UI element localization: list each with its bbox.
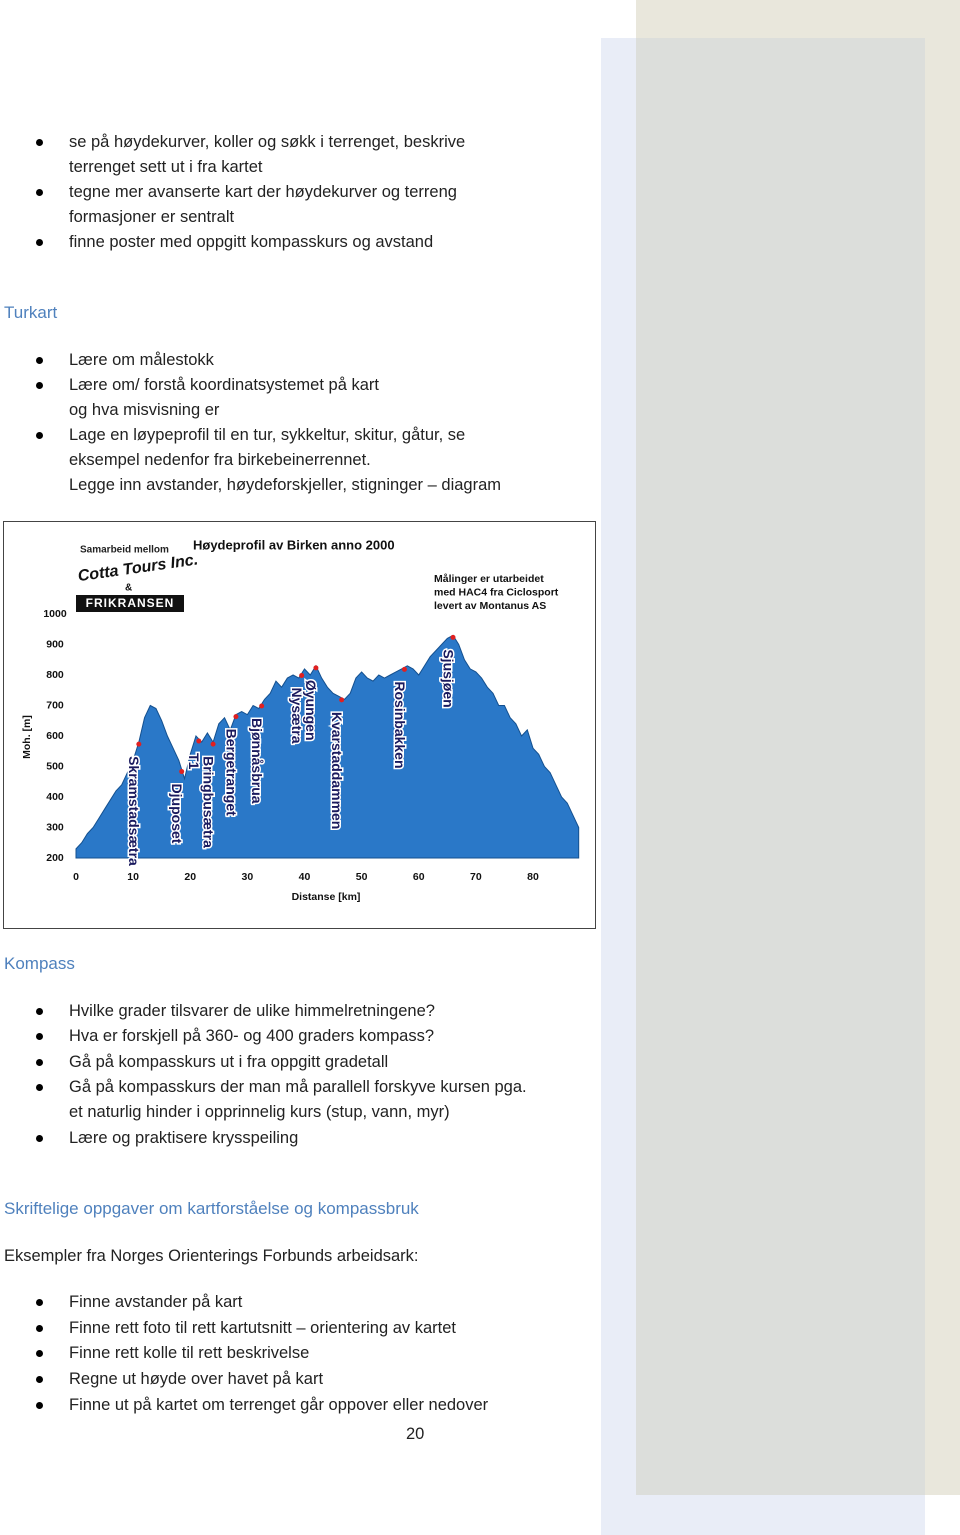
y-tick-label: 500 xyxy=(46,760,64,772)
bullet xyxy=(36,139,43,146)
list-line: Finne avstander på kart xyxy=(69,1293,243,1311)
place-marker xyxy=(339,697,345,703)
credit: & xyxy=(125,583,132,594)
section-heading: Skriftelige oppgaver om kartforståelse o… xyxy=(4,1199,419,1218)
place-marker xyxy=(401,666,407,672)
x-tick-label: 70 xyxy=(470,871,482,883)
list-line: terrenget sett ut i fra kartet xyxy=(69,158,263,176)
place-label: Bringbusætra xyxy=(200,756,216,848)
place-marker xyxy=(299,672,305,678)
bullet xyxy=(36,1376,43,1384)
bullet xyxy=(36,1350,43,1358)
place-label: Nysætra xyxy=(289,687,305,743)
place-marker xyxy=(210,741,216,747)
place-label: Bergetranget xyxy=(223,729,239,816)
place-label: Øyungen xyxy=(303,680,319,741)
place-marker xyxy=(259,703,265,709)
list-line: og hva misvisning er xyxy=(69,401,220,419)
bullet xyxy=(36,382,43,389)
note: med HAC4 fra Ciclosport xyxy=(434,586,559,598)
bullet xyxy=(36,1324,43,1332)
place-label: Skramstadsætra xyxy=(126,756,142,866)
list-line: et naturlig hinder i opprinnelig kurs (s… xyxy=(69,1103,450,1122)
list-line: Lage en løypeprofil til en tur, sykkeltu… xyxy=(69,426,466,444)
y-tick-label: 800 xyxy=(46,669,64,681)
list-line: Lære om/ forstå koordinatsystemet på kar… xyxy=(69,376,379,394)
list-line: Gå på kompasskurs ut i fra oppgitt grade… xyxy=(69,1052,389,1071)
list-line: Finne rett foto til rett kartutsnitt – o… xyxy=(69,1318,457,1337)
credit-logo: FRIKRANSEN xyxy=(86,596,175,610)
place-marker xyxy=(196,738,202,744)
bullet xyxy=(36,357,43,364)
y-tick-label: 400 xyxy=(46,791,64,803)
bullet xyxy=(36,239,43,246)
x-tick-label: 10 xyxy=(127,871,139,883)
bullet xyxy=(36,1134,43,1142)
x-tick-label: 50 xyxy=(356,871,368,883)
list-line: tegne mer avanserte kart der høydekurver… xyxy=(69,183,457,201)
y-tick-label: 200 xyxy=(46,852,64,864)
list-line: finne poster med oppgitt kompasskurs og … xyxy=(69,233,434,251)
x-tick-label: 0 xyxy=(73,871,79,883)
list-line: Lære og praktisere krysspeiling xyxy=(69,1128,299,1147)
logo-box xyxy=(76,595,184,612)
x-tick-label: 80 xyxy=(527,871,539,883)
y-tick-label: 600 xyxy=(46,730,64,742)
list-line: Finne rett kolle til rett beskrivelse xyxy=(69,1344,310,1363)
chart-title: Høydeprofil av Birken anno 2000 xyxy=(193,537,395,552)
list-line: formasjoner er sentralt xyxy=(69,208,235,226)
place-marker xyxy=(136,741,142,747)
list-line: Regne ut høyde over havet på kart xyxy=(69,1370,324,1389)
paragraph: Eksempler fra Norges Orienterings Forbun… xyxy=(4,1247,419,1265)
note: Målinger er utarbeidet xyxy=(434,573,544,585)
page-number: 20 xyxy=(406,1425,425,1443)
credit: Samarbeid mellom xyxy=(80,545,169,556)
bullet xyxy=(36,189,43,196)
list-line: Hvilke grader tilsvarer de ulike himmelr… xyxy=(69,1002,435,1020)
place-label: Sjusjøen xyxy=(440,649,456,707)
y-tick-label: 300 xyxy=(46,821,64,833)
place-label: Bjønnåsbrua xyxy=(249,718,265,804)
elevation-area xyxy=(75,634,580,859)
place-marker xyxy=(179,769,185,775)
bullet xyxy=(36,1299,43,1306)
elevation-chart: Høydeprofil av Birken anno 2000 Samarbeid… xyxy=(3,521,596,929)
x-tick-label: 20 xyxy=(184,871,196,883)
list-line: Lære om målestokk xyxy=(69,351,214,369)
list-line: se på høydekurver, koller og søkk i terr… xyxy=(69,133,466,151)
y-axis-label: Moh. [m] xyxy=(21,715,33,759)
place-label: Kvarstaddammen xyxy=(329,712,345,830)
y-tick-label: 1000 xyxy=(43,608,67,620)
place-label: T1 xyxy=(186,753,202,770)
bullet xyxy=(36,1033,43,1041)
x-tick-label: 30 xyxy=(242,871,254,883)
place-label: Rosinbakken xyxy=(392,681,408,768)
list-line: eksempel nedenfor fra birkebeinerrennet. xyxy=(69,451,371,469)
list-line: Finne ut på kartet om terrenget går oppo… xyxy=(69,1395,489,1414)
x-axis-label: Distanse [km] xyxy=(292,891,361,903)
y-tick-label: 700 xyxy=(46,699,64,711)
section-heading: Turkart xyxy=(4,303,58,322)
bullet xyxy=(36,1008,43,1015)
bullet xyxy=(36,1083,43,1091)
y-tick-label: 900 xyxy=(46,638,64,650)
place-marker xyxy=(450,634,456,640)
bullet xyxy=(36,1401,43,1409)
note: levert av Montanus AS xyxy=(434,600,546,612)
list-line: Hva er forskjell på 360- og 400 graders … xyxy=(69,1027,435,1046)
list-line: Legge inn avstander, høydeforskjeller, s… xyxy=(69,476,502,494)
place-marker xyxy=(233,714,239,720)
place-label: Djuposet xyxy=(169,784,185,844)
bullet xyxy=(36,1058,43,1066)
x-tick-label: 40 xyxy=(299,871,311,883)
bullet xyxy=(36,432,43,439)
section-heading: Kompass xyxy=(4,954,75,973)
place-marker xyxy=(313,665,319,671)
x-tick-label: 60 xyxy=(413,871,425,883)
list-line: Gå på kompasskurs der man må parallell f… xyxy=(69,1077,527,1096)
